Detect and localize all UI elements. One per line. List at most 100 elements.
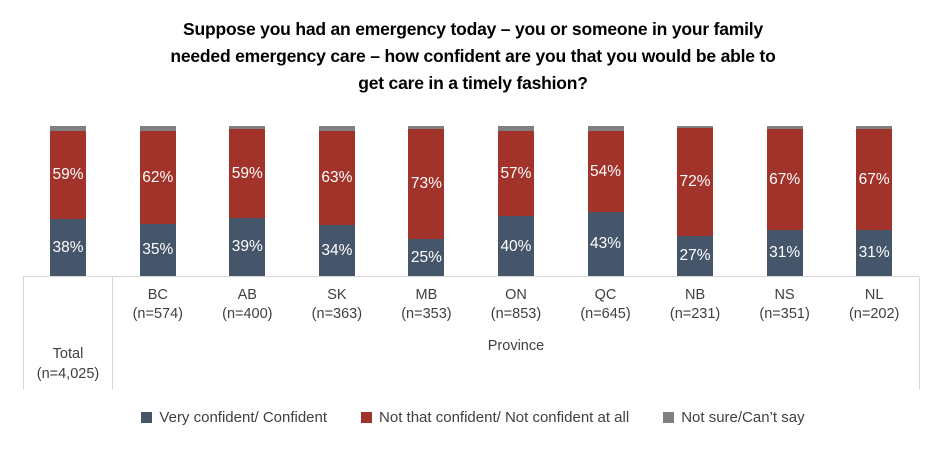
bar-column-sk: 63% 34% [292, 126, 382, 276]
axis-category-label: NB [684, 287, 706, 303]
bar-value-label: 63% [321, 169, 353, 187]
axis-category-n: (n=363) [311, 306, 363, 322]
legend-swatch-icon [141, 412, 153, 423]
bar-value-label: 59% [231, 164, 263, 182]
bar-segment-series2-qc [587, 126, 624, 131]
bar-segment-series0-qc: 43% [587, 211, 624, 276]
bar-value-label: 62% [142, 168, 174, 186]
axis-cell-mb: MB (n=353) [382, 277, 472, 324]
bar-segment-series1-total: 59% [50, 130, 86, 219]
legend: Very confident/ Confident Not that confid… [0, 409, 946, 426]
axis-category-label: SK [327, 287, 347, 303]
bar-value-label: 73% [410, 175, 442, 193]
axis-province-cells: BC (n=574) AB (n=400) SK (n=363) MB (n=353) ON (n… [113, 277, 919, 324]
axis-category-n: (n=574) [132, 306, 183, 322]
bar-segment-series1-nb: 72% [677, 127, 714, 236]
bar-segment-series2-ns [766, 126, 803, 129]
bar-segment-series2-nl [856, 126, 893, 129]
legend-item-0: Very confident/ Confident [141, 409, 327, 426]
axis-cell-qc: QC (n=645) [561, 277, 651, 324]
plot-area: 59% 38% 62% 35% 59% 39% 63% 34% 73% 25% 57% 40% 54% 4… [23, 126, 919, 276]
axis-cell-bc: BC (n=574) [113, 277, 203, 324]
axis-category-label: QC [594, 287, 617, 303]
legend-swatch-icon [663, 412, 675, 423]
axis-cell-nb: NB (n=231) [650, 277, 740, 324]
bar-segment-series2-ab [229, 126, 266, 129]
legend-item-2: Not sure/Can’t say [663, 409, 805, 426]
bar-stack-ns: 67% 31% [766, 126, 803, 276]
axis-cell-ab: AB (n=400) [203, 277, 293, 324]
legend-label: Very confident/ Confident [159, 409, 328, 426]
bar-value-label: 34% [321, 242, 353, 259]
bar-stack-nb: 72% 27% [677, 126, 714, 276]
bar-column-total: 59% 38% [23, 126, 113, 276]
bar-segment-series1-sk: 63% [318, 130, 355, 225]
legend-label: Not that confident/ Not confident at all [379, 409, 630, 426]
bar-value-label: 67% [769, 170, 801, 188]
bar-value-label: 67% [858, 170, 890, 188]
bar-segment-series2-bc [139, 126, 176, 131]
axis-category-n: (n=853) [490, 306, 542, 322]
legend-label: Not sure/Can’t say [681, 409, 805, 426]
bar-segment-series0-ns: 31% [766, 229, 803, 276]
legend-swatch-icon [361, 412, 373, 423]
chart-title-line-3: get care in a timely fashion? [358, 73, 588, 93]
axis-category-label: NS [774, 287, 795, 303]
axis-cell-ns: NS (n=351) [740, 277, 830, 324]
bar-segment-series0-ab: 39% [229, 217, 266, 276]
bar-column-mb: 73% 25% [382, 126, 472, 276]
bar-segment-series1-ns: 67% [766, 129, 803, 230]
axis-category-label: MB [415, 287, 438, 303]
bar-column-nl: 67% 31% [829, 126, 919, 276]
bar-stack-total: 59% 38% [50, 126, 86, 276]
bar-segment-series0-bc: 35% [139, 223, 176, 276]
bar-segment-series1-on: 57% [497, 130, 534, 216]
axis-total-n: (n=4,025) [36, 366, 100, 382]
bar-value-label: 39% [231, 238, 263, 256]
bar-value-label: 57% [500, 164, 532, 182]
bar-value-label: 38% [52, 239, 84, 256]
bar-stack-qc: 54% 43% [587, 126, 624, 276]
bar-column-ab: 59% 39% [203, 126, 293, 276]
bar-stack-ab: 59% 39% [229, 126, 266, 276]
bar-stack-nl: 67% 31% [856, 126, 893, 276]
bar-segment-series2-nb [677, 126, 714, 128]
axis-category-label: BC [147, 287, 168, 303]
bar-value-label: 40% [500, 237, 532, 255]
bar-stack-sk: 63% 34% [318, 126, 355, 276]
axis-category-label: AB [237, 287, 257, 303]
axis-category-n: (n=351) [759, 306, 810, 322]
bar-segment-series0-nb: 27% [677, 235, 714, 276]
axis-category-label: NL [864, 287, 884, 303]
bar-column-on: 57% 40% [471, 126, 561, 276]
chart-title-line-2: needed emergency care – how confident ar… [170, 46, 776, 66]
axis-category-n: (n=231) [669, 306, 721, 322]
bar-value-label: 25% [410, 248, 442, 266]
legend-item-1: Not that confident/ Not confident at all [361, 409, 629, 426]
bar-segment-series0-total: 38% [50, 219, 86, 276]
axis-total-label: Total [52, 346, 84, 362]
bar-value-label: 31% [858, 244, 890, 262]
bar-segment-series0-nl: 31% [856, 229, 893, 276]
bar-segment-series0-mb: 25% [408, 238, 445, 276]
bar-segment-series1-nl: 67% [856, 129, 893, 230]
axis-category-n: (n=202) [848, 306, 900, 322]
bar-segment-series1-qc: 54% [587, 130, 624, 212]
axis-category-label: ON [505, 287, 527, 303]
bar-value-label: 31% [769, 244, 801, 262]
axis-category-n: (n=645) [580, 306, 631, 322]
bar-value-label: 72% [679, 173, 711, 190]
bar-column-qc: 54% 43% [561, 126, 651, 276]
category-axis: Total (n=4,025) BC (n=574) AB (n=400) SK (n=3… [23, 276, 920, 390]
bar-stack-mb: 73% 25% [408, 126, 445, 276]
axis-cell-on: ON (n=853) [471, 277, 561, 324]
chart-title-line-1: Suppose you had an emergency today – you… [183, 19, 763, 39]
bar-segment-series1-bc: 62% [139, 130, 176, 224]
bar-value-label: 43% [589, 235, 622, 253]
bar-segment-series1-ab: 59% [229, 129, 266, 218]
bar-value-label: 35% [142, 241, 174, 259]
bar-segment-series2-sk [318, 126, 355, 131]
axis-cell-total: Total (n=4,025) [23, 277, 113, 390]
chart-title: Suppose you had an emergency today – you… [0, 16, 946, 97]
